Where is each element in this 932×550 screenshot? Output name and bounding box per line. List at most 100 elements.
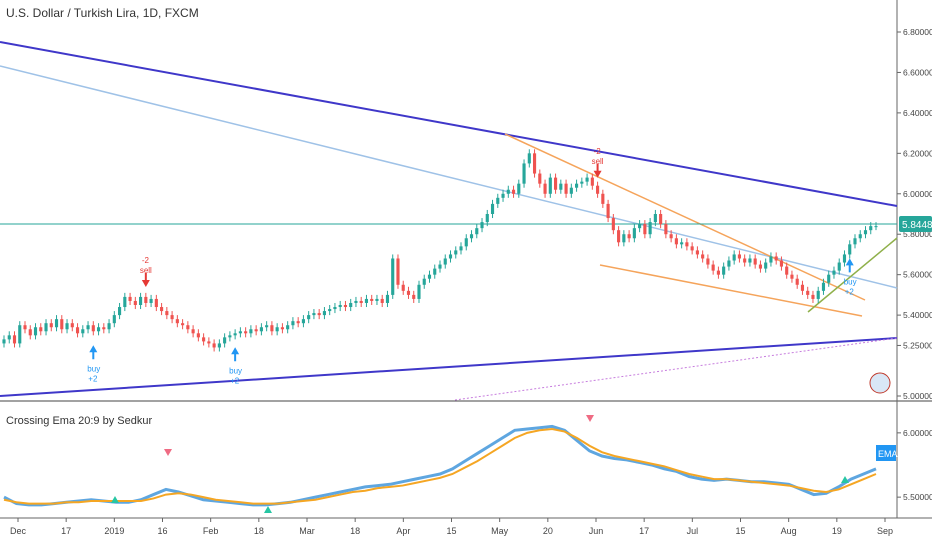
candle-body (286, 325, 290, 330)
candle-body (811, 294, 815, 299)
buy-value: +2 (230, 376, 240, 385)
candle-body (632, 228, 636, 239)
candle-body (312, 313, 316, 316)
candle-body (280, 327, 284, 330)
price-tick-label: 6.00000 (903, 189, 932, 199)
price-tick-label: 5.40000 (903, 310, 932, 320)
buy-label: buy (229, 366, 242, 375)
candle-body (622, 234, 626, 243)
time-tick-label: 18 (254, 526, 264, 536)
candle-body (81, 329, 85, 334)
candle-body (601, 193, 605, 204)
buy-arrow (89, 345, 98, 360)
time-tick-label: 20 (543, 526, 553, 536)
buy-arrow (231, 347, 240, 362)
candle-body (501, 193, 505, 198)
candle-body (475, 228, 479, 235)
candle-body (853, 238, 857, 245)
time-tick-label: Feb (203, 526, 219, 536)
candle-body (396, 258, 400, 285)
candle-body (91, 325, 95, 332)
candle-body (7, 335, 11, 340)
candle-body (685, 242, 689, 247)
candle-body (223, 337, 227, 344)
candle-body (427, 274, 432, 279)
candle-body (842, 254, 847, 263)
price-tag-bg (899, 216, 932, 232)
candle-body (559, 183, 563, 190)
candle-body (532, 153, 537, 174)
candle-body (806, 290, 810, 295)
time-tick-label: 19 (832, 526, 842, 536)
time-tick-label: Mar (299, 526, 315, 536)
time-tick-label: 18 (350, 526, 360, 536)
candle-body (648, 222, 652, 235)
candle-body (548, 177, 552, 194)
time-axis-ticks: Dec 17 2019 16 Feb 18 Mar 18 Apr 15 May 20 Jun 17 Jul 1… (10, 518, 893, 536)
candle-body (553, 177, 558, 190)
price-tick-label: 6.40000 (903, 108, 932, 118)
candle-body (412, 294, 416, 299)
time-tick-label: 2019 (104, 526, 124, 536)
time-tick-label: 16 (157, 526, 167, 536)
candle-body (270, 325, 274, 332)
candle-body (44, 323, 48, 332)
buy-label: buy (844, 277, 857, 286)
time-tick-label: 17 (61, 526, 71, 536)
candle-body (259, 327, 263, 332)
candle-body (506, 189, 510, 194)
candle-body (207, 341, 211, 344)
candle-body (49, 323, 53, 328)
candle-body (60, 319, 64, 330)
candle-body (406, 290, 411, 295)
time-tick-label: Sep (877, 526, 893, 536)
candle-body (443, 258, 447, 265)
candle-body (112, 315, 116, 324)
sell-arrow (593, 163, 602, 178)
candle-body (54, 319, 59, 328)
candle-body (448, 254, 453, 259)
candle-body (464, 238, 468, 247)
ema-badge: EMA9 (878, 449, 903, 459)
candle-body (454, 250, 458, 255)
candle-body (28, 329, 32, 336)
candle-body (139, 296, 143, 305)
candle-body (307, 315, 311, 320)
candle-body (343, 305, 348, 308)
candles (2, 149, 878, 352)
candle-body (70, 323, 74, 328)
candle-body (496, 197, 500, 204)
indicator-tick-label: 6.00000 (903, 428, 932, 438)
candle-body (301, 319, 305, 324)
sell-label: sell (592, 157, 604, 166)
candle-body (716, 270, 720, 275)
buy-arrow (845, 258, 854, 273)
ema-cross-marker (111, 496, 119, 503)
candle-body (701, 254, 705, 259)
candle-body (659, 214, 663, 225)
candle-body (265, 325, 269, 328)
candle-body (354, 300, 358, 303)
midline (0, 65, 898, 289)
candle-body (438, 264, 442, 269)
ema-cross-marker (586, 415, 594, 422)
candle-body (154, 298, 158, 308)
candle-body (170, 315, 174, 320)
time-tick-label: Jul (687, 526, 699, 536)
chart-title: U.S. Dollar / Turkish Lira, 1D, FXCM (6, 6, 199, 20)
candle-body (433, 268, 437, 275)
price-tick-label: 6.60000 (903, 67, 932, 77)
sell-value: -2 (594, 147, 602, 156)
candle-body (160, 307, 164, 312)
candle-body (238, 331, 242, 334)
candle-body (175, 319, 179, 324)
time-tick-label: Dec (10, 526, 27, 536)
candle-body (706, 258, 710, 265)
price-tick-label: 6.20000 (903, 148, 932, 158)
candle-body (543, 183, 547, 194)
candle-body (322, 311, 327, 316)
price-axis-ticks: 6.80000 6.60000 6.40000 6.20000 6.00000 5.800… (897, 27, 932, 401)
breakout-line (807, 237, 898, 313)
time-tick-label: 15 (446, 526, 456, 536)
candle-body (653, 214, 657, 223)
